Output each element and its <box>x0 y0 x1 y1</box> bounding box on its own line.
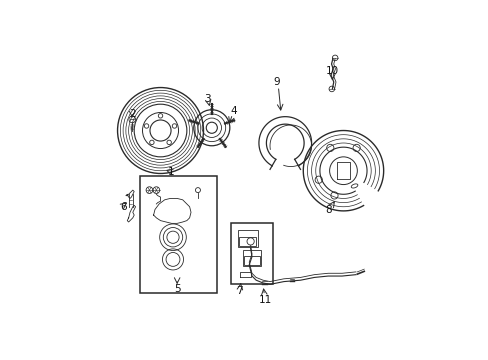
Bar <box>140 176 217 293</box>
Text: 6: 6 <box>120 202 126 212</box>
Text: 8: 8 <box>324 204 331 215</box>
Bar <box>239 237 256 246</box>
Text: 4: 4 <box>230 106 237 116</box>
Text: 10: 10 <box>325 66 338 76</box>
Bar <box>244 256 259 265</box>
Text: 2: 2 <box>129 109 135 119</box>
Text: 5: 5 <box>174 284 180 293</box>
Text: 7: 7 <box>236 286 243 296</box>
Text: 1: 1 <box>168 167 175 177</box>
Bar <box>238 230 257 247</box>
Text: 3: 3 <box>204 94 210 104</box>
Text: 11: 11 <box>259 295 272 305</box>
Text: 9: 9 <box>273 77 280 87</box>
Bar <box>243 251 261 266</box>
Bar <box>231 223 272 284</box>
